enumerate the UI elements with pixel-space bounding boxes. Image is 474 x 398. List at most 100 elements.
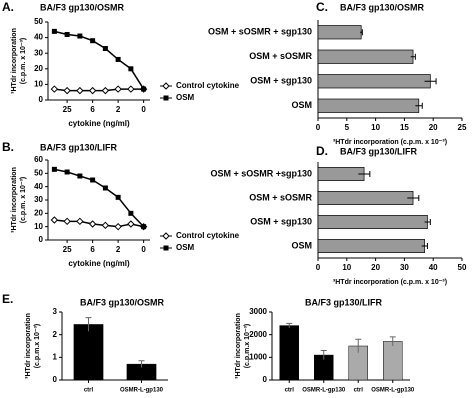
x-tick-label: OSMR-L-gp130 xyxy=(371,388,415,394)
category-label: OSM + sOSMR + sgp130 xyxy=(208,27,312,37)
category-label: OSM xyxy=(291,240,312,250)
point xyxy=(77,33,83,39)
point xyxy=(127,85,135,93)
x-tick-label: ctrl xyxy=(84,388,94,394)
bar xyxy=(73,324,104,381)
error-bar xyxy=(410,53,416,60)
point xyxy=(50,216,59,224)
y-axis-label: (c.p.m.x 10⁻³) xyxy=(34,324,41,369)
bar xyxy=(317,98,420,113)
y-tick-label: 40 xyxy=(34,33,43,42)
x-axis-label: cytokine (ng/ml) xyxy=(68,259,130,268)
category-label: OSM + sgp130 xyxy=(250,76,312,86)
y-tick-label: 2000 xyxy=(249,330,267,339)
y-axis-label: ³HTdr incorporation xyxy=(235,313,242,379)
bar xyxy=(317,215,428,229)
panel-letter: A. xyxy=(2,0,14,14)
y-tick-label: 30 xyxy=(34,48,43,57)
chart-title: BA/F3 gp130/OSMR xyxy=(40,2,125,12)
y-axis-label: (c.p.m.x 10⁻³) xyxy=(244,324,251,369)
x-tick-label: 10 xyxy=(342,263,351,272)
y-tick-label: 20 xyxy=(34,64,43,73)
y-tick-label: 50 xyxy=(34,17,43,26)
x-tick-label: 0 xyxy=(316,263,321,272)
bar xyxy=(383,341,403,381)
point xyxy=(114,222,122,231)
error-bar xyxy=(389,336,396,346)
y-tick-label: 1 xyxy=(53,352,58,361)
error-bar xyxy=(407,195,420,201)
legend-label: OSM xyxy=(176,93,195,102)
bar xyxy=(279,325,299,381)
bar xyxy=(317,74,431,89)
x-tick-label: 0 xyxy=(141,105,146,114)
bar xyxy=(317,25,362,40)
error-bar xyxy=(415,102,423,109)
y-tick-label: 0 xyxy=(53,375,58,384)
bar xyxy=(317,191,414,205)
x-tick-label: 6 xyxy=(90,105,95,114)
point xyxy=(141,224,147,230)
chart-title: BA/F3 gp130/LIFR xyxy=(40,142,118,152)
y-axis-label: ³HTdr incorporation xyxy=(25,313,32,379)
line xyxy=(54,168,145,228)
category-label: OSM + sgp130 xyxy=(250,216,312,226)
point xyxy=(63,86,71,95)
point xyxy=(115,194,121,200)
point xyxy=(77,173,83,179)
y-tick-label: 50 xyxy=(34,168,43,177)
point xyxy=(114,85,122,93)
error-bar xyxy=(286,322,293,328)
x-tick-label: 6 xyxy=(90,245,95,254)
x-tick-label: ctrl xyxy=(285,388,295,394)
x-tick-label: 20 xyxy=(371,263,380,272)
x-tick-label: 25 xyxy=(458,123,467,132)
category-label: OSM + sOSMR xyxy=(249,51,312,61)
error-bar xyxy=(360,29,363,36)
point xyxy=(64,169,70,175)
point xyxy=(88,220,97,228)
chart-title: BA/F3 gp130/LIFR xyxy=(340,146,418,156)
x-tick-label: OSMR-L-gp130 xyxy=(120,388,164,394)
error-bar xyxy=(85,317,92,332)
point xyxy=(90,177,96,183)
x-tick-label: 25 xyxy=(63,105,72,114)
y-tick-label: 3000 xyxy=(249,307,267,316)
bar xyxy=(317,239,425,253)
legend-marker xyxy=(163,245,169,251)
legend-marker xyxy=(162,232,170,240)
error-bar xyxy=(358,171,371,177)
y-axis-label: (c.p.m. x 10⁻³) xyxy=(20,177,27,223)
panel-letter: B. xyxy=(2,140,14,154)
point xyxy=(76,217,84,226)
point xyxy=(102,46,108,52)
legend-label: Control cytokine xyxy=(176,231,240,240)
panel-letter: E. xyxy=(2,292,13,306)
category-label: OSM + sOSMR +sgp130 xyxy=(210,168,312,178)
panel-letter: C. xyxy=(316,0,328,14)
y-tick-label: 3 xyxy=(53,307,58,316)
y-tick-label: 60 xyxy=(34,155,43,164)
bar xyxy=(317,49,414,64)
y-tick-label: 2 xyxy=(53,330,58,339)
point xyxy=(102,185,108,191)
error-bar xyxy=(138,360,145,368)
error-bar xyxy=(355,338,362,353)
y-tick-label: 10 xyxy=(34,80,43,89)
chart-title: BA/F3 gp130/OSMR xyxy=(80,297,165,307)
point xyxy=(51,166,57,172)
point xyxy=(128,210,134,216)
y-axis-label: ³HTdr incorporation xyxy=(11,28,18,94)
chart-title: BA/F3 gp130/LIFR xyxy=(305,297,383,307)
x-tick-label: 2 xyxy=(116,105,121,114)
x-axis-label: ³HTdr incorporation (c.p.m. x 10⁻³) xyxy=(333,139,447,146)
point xyxy=(141,86,147,92)
y-axis-label: (c.p.m. x 10⁻³) xyxy=(20,38,27,84)
y-tick-label: 0 xyxy=(39,95,44,104)
x-tick-label: 30 xyxy=(400,263,409,272)
x-tick-label: ctrl xyxy=(354,388,364,394)
point xyxy=(90,38,96,44)
x-tick-label: 0 xyxy=(141,245,146,254)
x-tick-label: 25 xyxy=(63,245,72,254)
